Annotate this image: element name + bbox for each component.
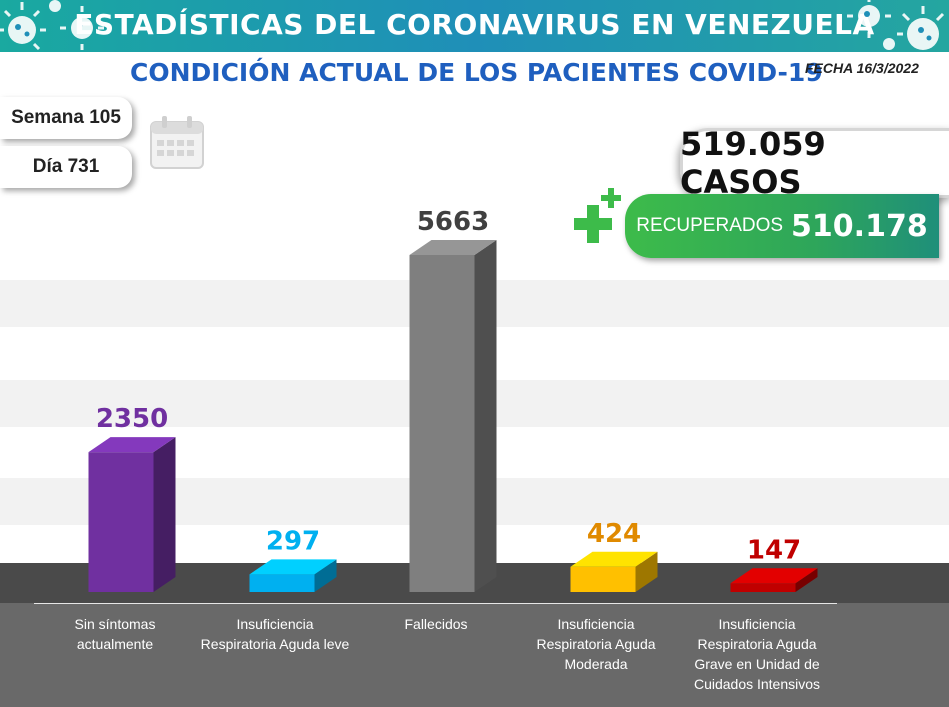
bar: [570, 566, 636, 592]
bar-top: [570, 551, 658, 567]
bar-top: [730, 568, 818, 584]
axis-divider: [34, 603, 837, 604]
bar-side: [474, 240, 497, 592]
data-label: 424: [587, 519, 641, 549]
banner-title: ESTADÍSTICAS DEL CORONAVIRUS EN VENEZUEL…: [74, 8, 875, 41]
bar-side: [314, 559, 337, 592]
total-cases-text: 519.059 CASOS: [680, 125, 826, 201]
bar: [730, 583, 796, 592]
bar: [88, 452, 154, 592]
data-label: 2350: [96, 404, 168, 434]
bar: [409, 255, 475, 592]
recovered-badge: RECUPERADOS 510.178: [625, 194, 939, 258]
bar-top: [409, 240, 497, 255]
category-label: Insuficiencia Respiratoria Aguda Moderad…: [536, 616, 656, 672]
recovered-label: RECUPERADOS: [636, 215, 784, 236]
virus-icon-left: [0, 0, 104, 51]
week-label: Semana 105: [11, 107, 121, 128]
recovered-value: 510.178: [791, 208, 928, 244]
bar-top: [249, 559, 337, 575]
category-label: Insuficiencia Respiratoria Aguda leve: [200, 616, 350, 652]
calendar-icon: [150, 116, 204, 169]
data-label: 147: [747, 535, 801, 565]
date-label: FECHA 16/3/2022: [805, 60, 919, 76]
day-label: Día 731: [32, 156, 100, 177]
header-banner: ESTADÍSTICAS DEL CORONAVIRUS EN VENEZUEL…: [0, 0, 949, 52]
total-cases-badge: 519.059 CASOS: [680, 125, 949, 201]
bar-top: [88, 437, 176, 453]
bar: [249, 574, 315, 592]
bar-side: [795, 568, 818, 592]
data-label: 5663: [417, 207, 489, 237]
category-label: Fallecidos: [404, 616, 468, 632]
data-label: 297: [266, 526, 320, 556]
chart-title: CONDICIÓN ACTUAL DE LOS PACIENTES COVID-…: [130, 58, 823, 87]
day-badge: Día 731: [0, 146, 132, 188]
bar-side: [635, 551, 658, 592]
plus-icon: [574, 188, 621, 243]
week-badge: Semana 105: [0, 97, 132, 139]
virus-icon-right: [847, 0, 945, 50]
bar-chart: 2350 297 5663 424 147: [0, 207, 949, 592]
category-label: Sin síntomas actualmente: [74, 616, 156, 652]
category-label: Insuficiencia Respiratoria Aguda Grave e…: [693, 616, 821, 692]
bar-side: [153, 437, 176, 592]
